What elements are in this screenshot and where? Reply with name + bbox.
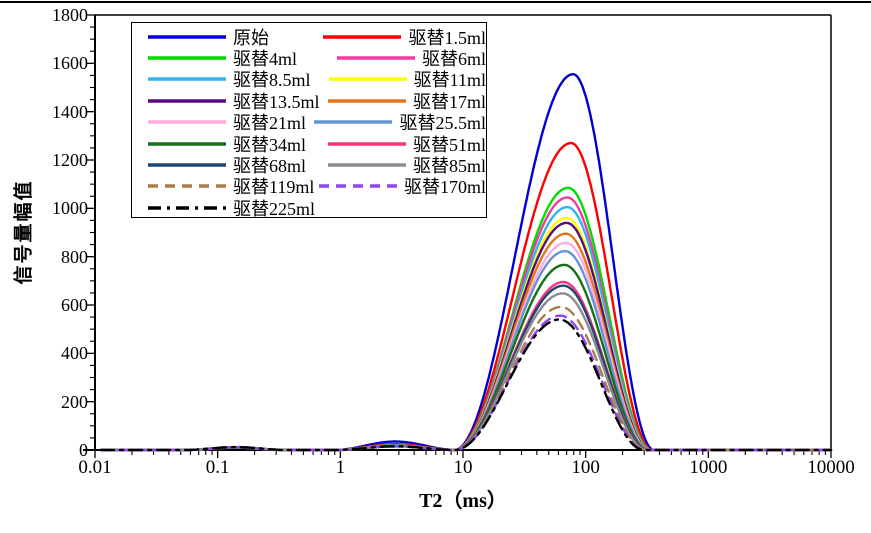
- legend-label: 原始: [233, 27, 269, 48]
- legend-row: 驱替13.5ml 驱替17ml: [148, 88, 486, 114]
- legend-line-icon: [148, 206, 226, 210]
- legend-item: 驱替8.5ml: [148, 66, 329, 92]
- legend-line-icon: [314, 120, 393, 124]
- series-curve-6: [99, 216, 833, 452]
- x-tick-label: 1000: [689, 457, 728, 478]
- y-tick-label: 200: [61, 391, 88, 412]
- legend-label: 驱替6ml: [421, 49, 486, 70]
- y-axis-title: 信号量幅值: [13, 179, 35, 285]
- legend-item: 驱替21ml: [148, 109, 314, 135]
- legend-row: 原始 驱替1.5ml: [148, 24, 486, 50]
- legend-line-icon: [327, 141, 406, 146]
- x-tick-label: 0.1: [205, 457, 230, 478]
- legend-label: 驱替119ml: [233, 177, 315, 198]
- legend-line-icon: [323, 35, 402, 39]
- legend-row: 驱替225ml: [148, 195, 486, 221]
- legend-item: 驱替13.5ml: [148, 88, 328, 114]
- y-tick-label: 800: [61, 246, 88, 267]
- legend-item: 驱替34ml: [148, 131, 328, 157]
- series-curve-3: [99, 186, 833, 452]
- series-curve-8: [99, 232, 833, 452]
- legend-line-icon: [148, 77, 226, 82]
- series-curve-15: [99, 305, 833, 452]
- x-axis-title: T2（ms）: [419, 490, 507, 512]
- y-tick-label: 1200: [52, 150, 88, 170]
- page-top-rule: [0, 1, 871, 3]
- legend-item: 驱替225ml: [148, 195, 345, 221]
- series-curve-4: [99, 196, 833, 452]
- legend-label: 驱替68ml: [233, 156, 307, 177]
- series-curve-17: [99, 318, 833, 452]
- legend-line-icon: [148, 163, 226, 167]
- legend-label: 驱替34ml: [233, 134, 307, 155]
- legend-label: 驱替85ml: [412, 156, 486, 177]
- series-curve-14: [99, 292, 833, 452]
- series-curve-7: [99, 221, 833, 452]
- legend-label: 驱替17ml: [412, 91, 486, 112]
- legend-label: 驱替13.5ml: [233, 91, 320, 112]
- x-tick-label: 10: [453, 457, 473, 478]
- y-tick-label: 1000: [52, 198, 88, 219]
- legend-line-icon: [327, 99, 406, 103]
- y-tick-label: 1600: [52, 53, 88, 74]
- x-tick-label: 100: [571, 457, 600, 478]
- legend-item: 驱替51ml: [327, 131, 486, 157]
- y-tick-label: 1800: [52, 5, 88, 25]
- legend-line-icon: [148, 120, 226, 124]
- legend-item: 驱替170ml: [318, 173, 486, 199]
- legend-item: 驱替1.5ml: [323, 24, 486, 50]
- legend-line-icon: [148, 99, 226, 103]
- series-curve-12: [99, 280, 833, 452]
- legend-label: 驱替8.5ml: [233, 70, 311, 91]
- legend-item: 原始: [148, 24, 323, 50]
- legend-item: 驱替68ml: [148, 152, 328, 178]
- legend-line-icon: [148, 141, 226, 146]
- series-curve-9: [99, 241, 833, 452]
- series-curve-13: [99, 284, 833, 452]
- legend: 原始 驱替1.5ml 驱替4ml 驱替6ml 驱替8.5ml 驱替11ml 驱替13.5ml…: [131, 22, 487, 221]
- legend-line-icon: [148, 35, 226, 39]
- legend-item: 驱替25.5ml: [314, 109, 486, 135]
- legend-label: 驱替51ml: [412, 134, 486, 155]
- legend-item: 驱替11ml: [328, 66, 486, 92]
- legend-line-icon: [318, 184, 397, 189]
- series-curve-11: [99, 263, 833, 452]
- legend-item: 驱替119ml: [148, 173, 319, 199]
- y-tick-label: 0: [79, 440, 88, 460]
- legend-label: 驱替25.5ml: [399, 113, 486, 134]
- legend-line-icon: [336, 56, 415, 60]
- legend-row: 驱替21ml 驱替25.5ml: [148, 112, 486, 133]
- legend-label: 驱替225ml: [233, 198, 316, 219]
- x-tick-label: 1: [335, 457, 346, 478]
- legend-line-icon: [328, 77, 407, 82]
- legend-line-icon: [148, 184, 226, 189]
- legend-item: 驱替4ml: [148, 45, 337, 71]
- series-curve-10: [99, 249, 833, 452]
- series-curve-5: [99, 205, 833, 452]
- legend-item: 驱替17ml: [327, 88, 486, 114]
- legend-line-icon: [148, 56, 226, 60]
- legend-label: 驱替4ml: [233, 49, 298, 70]
- legend-item: 驱替6ml: [336, 45, 486, 71]
- legend-row: 驱替4ml 驱替6ml: [148, 45, 486, 71]
- y-tick-label: 600: [61, 295, 88, 315]
- x-tick-label: 0.01: [78, 457, 112, 478]
- y-tick-label: 400: [61, 343, 88, 364]
- y-tick-label: 1400: [52, 101, 88, 122]
- legend-row: 驱替8.5ml 驱替11ml: [148, 69, 486, 90]
- legend-label: 驱替1.5ml: [408, 27, 486, 48]
- legend-label: 驱替21ml: [233, 113, 307, 134]
- legend-item: 驱替85ml: [327, 152, 486, 178]
- legend-label: 驱替11ml: [413, 70, 486, 91]
- legend-row: 驱替119ml 驱替170ml: [148, 176, 486, 197]
- legend-row: 驱替34ml 驱替51ml: [148, 131, 486, 157]
- series-curve-16: [99, 314, 833, 452]
- legend-line-icon: [327, 163, 406, 167]
- legend-label: 驱替170ml: [403, 177, 486, 198]
- x-tick-label: 10000: [807, 457, 855, 478]
- legend-row: 驱替68ml 驱替85ml: [148, 152, 486, 178]
